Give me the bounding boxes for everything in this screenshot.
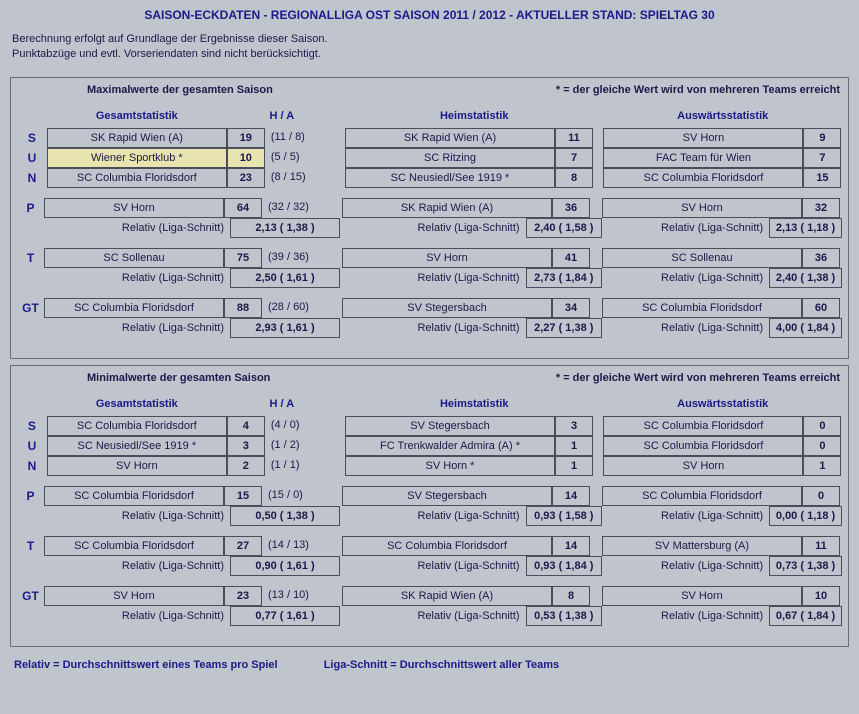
table-row: SC Columbia Floridsdorf27(14 / 13) (44, 536, 342, 556)
table-row: SK Rapid Wien (A)36 (342, 198, 602, 218)
table-row: SV Horn2(1 / 1) (47, 456, 345, 476)
table-row: SV Mattersburg (A)11 (602, 536, 842, 556)
table-row: SV Horn41 (342, 248, 602, 268)
section-header: Maximalwerte der gesamten Saison (87, 84, 273, 96)
table-row: SC Ritzing7 (345, 148, 603, 168)
table-row: FC Trenkwalder Admira (A) *1 (345, 436, 603, 456)
shared-note: * = der gleiche Wert wird von mehreren T… (556, 372, 840, 384)
table-row: SC Columbia Floridsdorf23(8 / 15) (47, 168, 345, 188)
table-row: SC Neusiedl/See 1919 *3(1 / 2) (47, 436, 345, 456)
section-header: Minimalwerte der gesamten Saison (87, 372, 270, 384)
table-row: SV Horn *1 (345, 456, 603, 476)
page-title: SAISON-ECKDATEN - REGIONALLIGA OST SAISO… (10, 6, 849, 32)
table-row: SC Sollenau36 (602, 248, 842, 268)
table-row: Wiener Sportklub *10(5 / 5) (47, 148, 345, 168)
table-row: SC Columbia Floridsdorf14 (342, 536, 602, 556)
table-row: SV Horn64(32 / 32) (44, 198, 342, 218)
table-row: SC Columbia Floridsdorf0 (603, 416, 842, 436)
table-row: SV Horn10 (602, 586, 842, 606)
table-row: SV Horn32 (602, 198, 842, 218)
table-row: SC Columbia Floridsdorf15(15 / 0) (44, 486, 342, 506)
table-row: SK Rapid Wien (A)19(11 / 8) (47, 128, 345, 148)
table-row: SV Stegersbach3 (345, 416, 603, 436)
table-row: SC Sollenau75(39 / 36) (44, 248, 342, 268)
table-row: SV Horn1 (603, 456, 842, 476)
table-row: SC Columbia Floridsdorf0 (602, 486, 842, 506)
note-line2: Punktabzüge und evtl. Vorseriendaten sin… (12, 48, 321, 60)
table-row: FAC Team für Wien7 (603, 148, 842, 168)
note: Berechnung erfolgt auf Grundlage der Erg… (10, 32, 849, 77)
footer: Relativ = Durchschnittswert eines Teams … (10, 653, 849, 673)
table-row: SV Stegersbach14 (342, 486, 602, 506)
table-row: SC Columbia Floridsdorf60 (602, 298, 842, 318)
table-row: SV Horn23(13 / 10) (44, 586, 342, 606)
footer-liga: Liga-Schnitt = Durchschnittswert aller T… (324, 659, 559, 671)
table-row: SV Stegersbach34 (342, 298, 602, 318)
table-row: SC Neusiedl/See 1919 *8 (345, 168, 603, 188)
shared-note: * = der gleiche Wert wird von mehreren T… (556, 84, 840, 96)
table-row: SK Rapid Wien (A)11 (345, 128, 603, 148)
table-row: SC Columbia Floridsdorf0 (603, 436, 842, 456)
table-row: SV Horn9 (603, 128, 842, 148)
note-line1: Berechnung erfolgt auf Grundlage der Erg… (12, 33, 328, 45)
footer-rel: Relativ = Durchschnittswert eines Teams … (14, 659, 278, 671)
table-row: SC Columbia Floridsdorf4(4 / 0) (47, 416, 345, 436)
table-row: SK Rapid Wien (A)8 (342, 586, 602, 606)
table-row: SC Columbia Floridsdorf88(28 / 60) (44, 298, 342, 318)
table-row: SC Columbia Floridsdorf15 (603, 168, 842, 188)
